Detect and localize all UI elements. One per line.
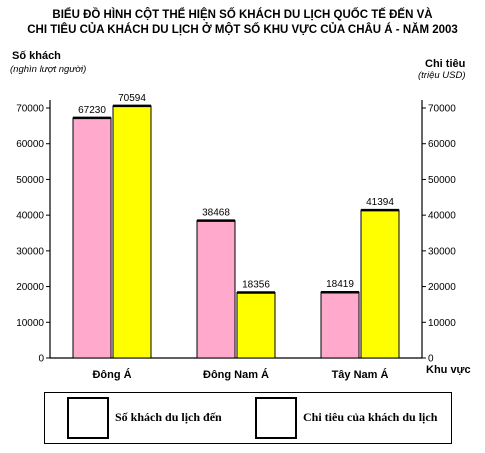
left-tick-label: 30000 [16,246,44,257]
right-tick-label: 50000 [428,175,456,186]
right-tick-label: 10000 [428,318,456,329]
right-tick-label: 20000 [428,282,456,293]
right-tick-label: 0 [428,354,434,365]
bar-chart: 0 0 10000 10000 20000 20000 30000 30000 40000 400… [16,93,456,381]
right-tick-label: 40000 [428,211,456,222]
bar-2-a [196,220,236,359]
chart-title: BIỂU ĐỒ HÌNH CỘT THỂ HIỆN SỐ KHÁCH DU LỊ… [0,8,485,38]
legend-swatch-visitors [67,397,109,439]
left-tick-label: 40000 [16,211,44,222]
category-label: Đông Nam Á [203,368,269,381]
bar-3-b [360,209,400,359]
legend-swatch-spending [255,397,297,439]
left-tick-label: 0 [38,354,44,365]
left-tick-label: 50000 [16,175,44,186]
chart-legend: Số khách du lịch đến Chi tiêu của khách … [44,392,452,444]
data-label: 38468 [202,208,230,219]
bar-2-b [236,291,276,359]
data-label: 67230 [78,105,106,116]
x-axis-title: Khu vực [426,364,471,376]
bar-1-a [72,117,112,359]
data-label: 18419 [326,279,354,290]
legend-label-visitors: Số khách du lịch đến [115,410,222,424]
bar-3-a [320,291,360,359]
left-axis-unit: (nghìn lượt người) [10,64,87,75]
chart-title-line2: CHI TIÊU CỦA KHÁCH DU LỊCH Ở MỘT SỐ KHU … [27,24,458,36]
category-label: Tây Nam Á [332,368,389,381]
left-tick-label: 20000 [16,282,44,293]
left-tick-label: 10000 [16,318,44,329]
category-label: Đông Á [92,368,131,381]
right-tick-label: 30000 [428,246,456,257]
right-axis-title: Chi tiêu [425,58,466,70]
data-label: 41394 [366,197,394,208]
right-tick-label: 60000 [428,139,456,150]
data-label: 18356 [242,279,270,290]
bar-1-b [112,105,152,359]
left-tick-label: 70000 [16,104,44,115]
left-axis-title: Số khách [12,50,61,62]
left-tick-label: 60000 [16,139,44,150]
right-axis-unit: (triệu USD) [418,70,466,81]
data-label: 70594 [118,93,146,104]
right-tick-label: 70000 [428,104,456,115]
legend-label-spending: Chi tiêu của khách du lịch [303,410,438,424]
chart-title-line1: BIỂU ĐỒ HÌNH CỘT THỂ HIỆN SỐ KHÁCH DU LỊ… [52,9,433,21]
